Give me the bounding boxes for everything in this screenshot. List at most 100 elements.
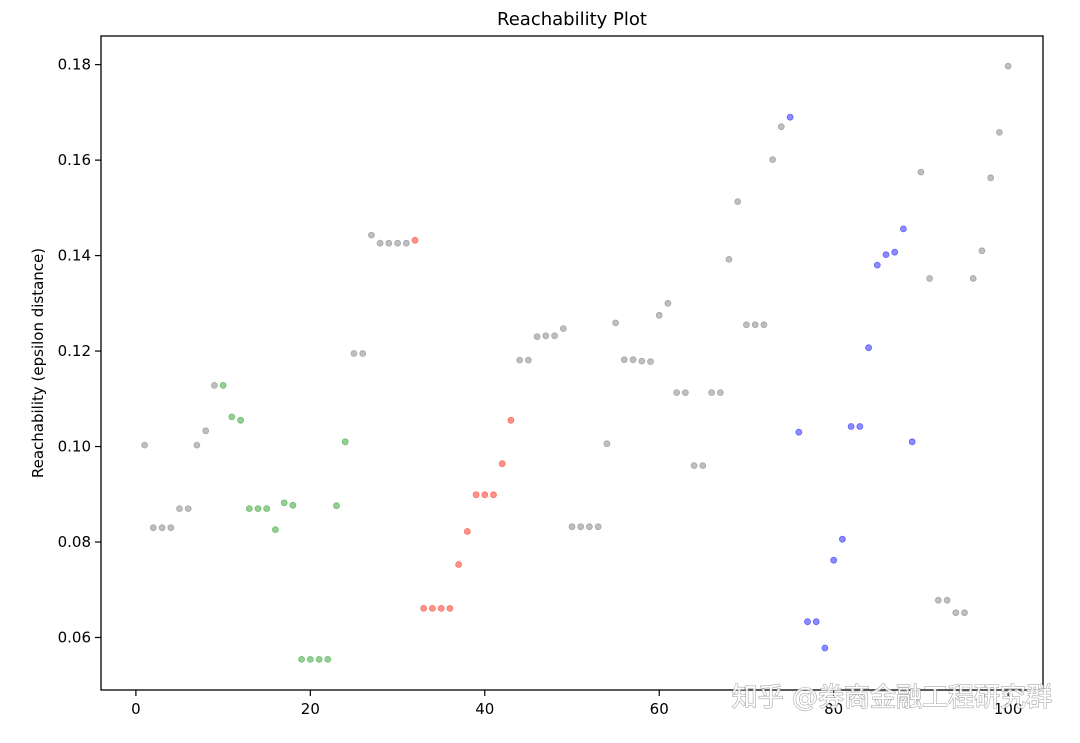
- data-point: [804, 618, 811, 626]
- data-point: [690, 462, 698, 470]
- data-point: [900, 225, 907, 233]
- data-point: [455, 561, 463, 568]
- data-point: [978, 247, 986, 255]
- data-point: [193, 441, 201, 449]
- data-point: [594, 523, 602, 531]
- data-point: [324, 656, 332, 663]
- data-point: [612, 319, 619, 327]
- data-point: [586, 523, 593, 531]
- data-point: [333, 502, 340, 510]
- data-point: [394, 239, 402, 247]
- data-point: [969, 275, 977, 282]
- data-point: [865, 344, 872, 352]
- data-point: [472, 491, 480, 499]
- y-tick-label: 0.18: [58, 56, 91, 74]
- data-point: [725, 255, 733, 263]
- data-point: [559, 325, 567, 333]
- data-point: [228, 413, 236, 421]
- x-tick-label: 20: [301, 700, 320, 718]
- data-point: [577, 523, 585, 531]
- data-point: [481, 491, 489, 499]
- data-point: [987, 174, 995, 182]
- data-point: [917, 168, 925, 176]
- data-point: [1004, 62, 1012, 70]
- data-point: [507, 416, 515, 424]
- data-point: [254, 505, 262, 513]
- data-point: [245, 505, 253, 513]
- data-point: [847, 423, 855, 430]
- y-tick-label: 0.12: [58, 342, 91, 360]
- data-point: [638, 357, 646, 365]
- data-point: [664, 299, 672, 307]
- data-point: [926, 275, 933, 282]
- data-point: [219, 381, 227, 389]
- data-point: [498, 460, 506, 468]
- data-point: [350, 350, 358, 357]
- y-axis-label: Reachability (epsilon distance): [29, 248, 47, 478]
- chart-title: Reachability Plot: [497, 9, 647, 30]
- data-point: [341, 438, 349, 446]
- data-point: [786, 113, 794, 121]
- data-point: [812, 618, 820, 626]
- data-point: [751, 321, 759, 329]
- plot-frame: [100, 35, 1044, 691]
- data-point: [760, 321, 768, 329]
- data-point: [734, 198, 742, 206]
- data-point: [961, 609, 968, 617]
- data-point: [210, 381, 218, 389]
- data-point: [463, 528, 471, 535]
- data-point: [385, 239, 393, 247]
- data-point: [839, 535, 846, 543]
- data-point: [996, 128, 1003, 136]
- data-point: [263, 505, 271, 513]
- data-point: [551, 332, 558, 340]
- data-point: [873, 261, 881, 269]
- x-tick-label: 40: [475, 700, 494, 718]
- data-point: [402, 239, 410, 247]
- data-point: [629, 356, 637, 364]
- data-point: [525, 356, 532, 364]
- y-tick-label: 0.06: [58, 628, 91, 646]
- data-point: [271, 526, 279, 533]
- data-point: [568, 523, 576, 531]
- data-point: [176, 505, 183, 513]
- data-point: [280, 499, 288, 507]
- data-point: [795, 428, 803, 436]
- data-point: [446, 605, 454, 612]
- y-tick-label: 0.08: [58, 533, 91, 551]
- x-tick-label: 0: [131, 700, 141, 718]
- data-point: [647, 358, 654, 366]
- data-point: [516, 356, 524, 364]
- data-point: [603, 440, 611, 448]
- data-point: [769, 156, 776, 164]
- data-point: [367, 231, 375, 239]
- data-point: [682, 389, 689, 397]
- data-point: [237, 416, 245, 424]
- y-tick-label: 0.14: [58, 247, 91, 265]
- data-point: [167, 524, 175, 532]
- x-tick-label: 80: [824, 700, 843, 718]
- data-point: [359, 350, 367, 357]
- data-point: [533, 333, 541, 341]
- data-point: [141, 441, 149, 449]
- data-point: [743, 321, 750, 329]
- y-tick-label: 0.16: [58, 151, 91, 169]
- y-tick-label: 0.10: [58, 438, 91, 456]
- data-point: [428, 605, 436, 612]
- data-point: [777, 123, 785, 131]
- data-point: [830, 556, 838, 564]
- data-point: [420, 605, 428, 612]
- data-point: [952, 609, 960, 617]
- data-point: [542, 332, 550, 340]
- data-point: [882, 251, 890, 259]
- data-point: [908, 438, 916, 446]
- data-point: [490, 491, 497, 499]
- x-tick-label: 100: [994, 700, 1023, 718]
- plot-area: 0 20 40 60 80 100 0.06 0.08 0.10 0.12 0.14 0.16 0.18: [58, 35, 1044, 718]
- data-point: [708, 389, 715, 397]
- data-point: [437, 605, 445, 612]
- data-point: [184, 505, 192, 513]
- data-point: [699, 462, 707, 470]
- data-point: [856, 423, 864, 430]
